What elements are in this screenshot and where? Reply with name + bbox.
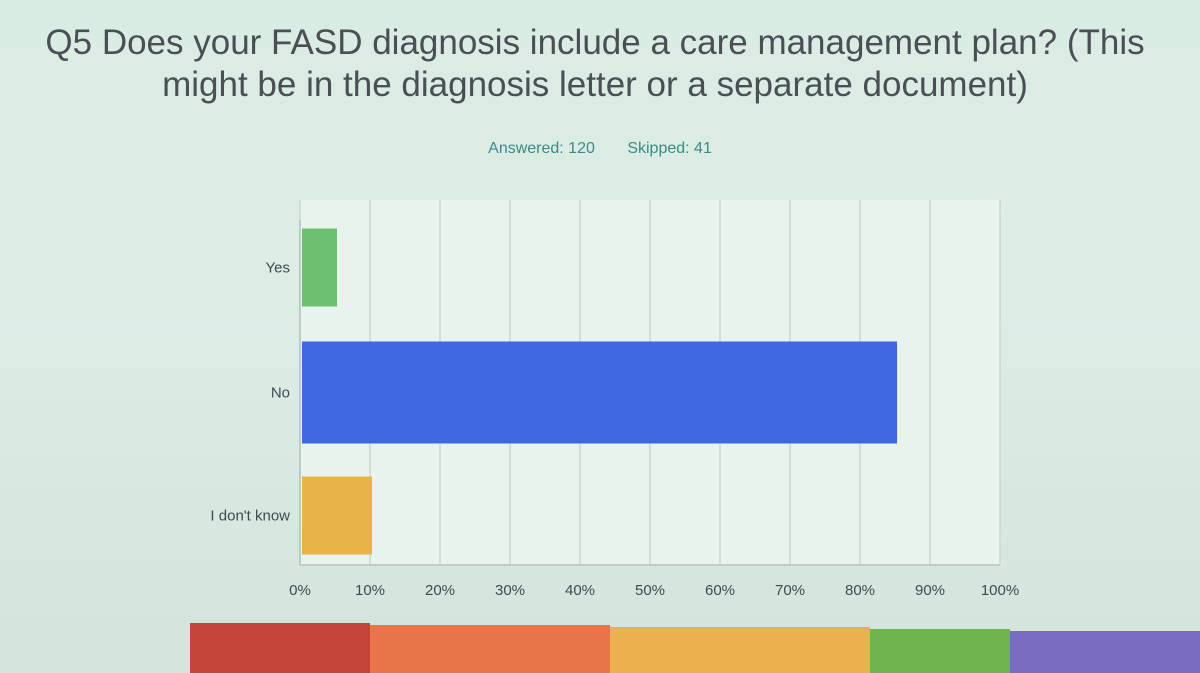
title-line-1: Q5 Does your FASD diagnosis include a ca… bbox=[45, 23, 1145, 62]
title-line-2: might be in the diagnosis letter or a se… bbox=[162, 65, 1028, 104]
skipped-count: Skipped: 41 bbox=[627, 140, 712, 157]
response-stats: Answered: 120 Skipped: 41 bbox=[0, 140, 1200, 158]
x-tick-label: 90% bbox=[915, 582, 945, 599]
category-label: I don't know bbox=[210, 508, 290, 525]
footer-color-band bbox=[190, 623, 1200, 673]
x-tick-label: 20% bbox=[425, 582, 455, 599]
bar-i-don-t-know bbox=[302, 476, 372, 555]
answered-count: Answered: 120 bbox=[488, 140, 595, 157]
bar-yes bbox=[302, 228, 337, 307]
x-tick-label: 10% bbox=[355, 582, 385, 599]
footer-stripe bbox=[610, 627, 870, 673]
x-tick-label: 70% bbox=[775, 582, 805, 599]
x-tick-label: 60% bbox=[705, 582, 735, 599]
x-tick-label: 40% bbox=[565, 582, 595, 599]
category-label: No bbox=[271, 385, 290, 402]
footer-stripe bbox=[870, 629, 1010, 673]
category-label: Yes bbox=[266, 260, 290, 277]
x-tick-label: 100% bbox=[981, 582, 1019, 599]
x-tick-label: 30% bbox=[495, 582, 525, 599]
bar-no bbox=[302, 341, 897, 444]
x-tick-label: 80% bbox=[845, 582, 875, 599]
footer-stripe bbox=[370, 625, 610, 673]
x-tick-label: 0% bbox=[289, 582, 311, 599]
footer-stripe bbox=[1010, 631, 1200, 673]
slide-title: Q5 Does your FASD diagnosis include a ca… bbox=[20, 22, 1170, 106]
x-tick-label: 50% bbox=[635, 582, 665, 599]
footer-stripe bbox=[190, 623, 370, 673]
